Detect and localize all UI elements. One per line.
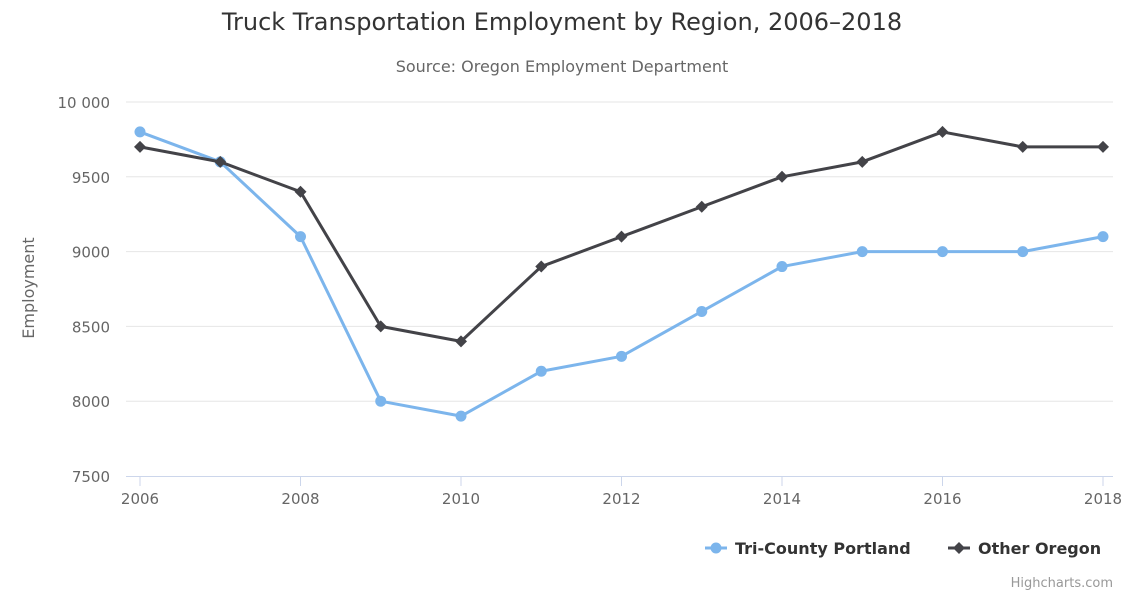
x-tick-label: 2014: [763, 490, 801, 508]
axes: 7500 8000 8500 9000 9500 10 000 2006 2008 2010 20…: [58, 94, 1123, 508]
data-point[interactable]: [375, 395, 387, 407]
legend-symbol-marker: [710, 542, 722, 554]
data-point[interactable]: [616, 350, 627, 362]
x-tick-label: 2016: [923, 490, 961, 508]
data-point[interactable]: [535, 365, 547, 377]
y-tick-label: 7500: [72, 468, 110, 486]
legend[interactable]: Tri-County Portland Other Oregon: [705, 539, 1101, 558]
legend-label: Tri-County Portland: [735, 539, 911, 558]
y-axis-title: Employment: [19, 237, 38, 338]
data-point[interactable]: [1097, 231, 1109, 243]
data-point[interactable]: [455, 410, 467, 422]
data-point[interactable]: [615, 230, 628, 243]
legend-label: Other Oregon: [978, 539, 1101, 558]
data-point[interactable]: [776, 261, 788, 273]
x-tick-label: 2006: [121, 490, 159, 508]
data-point[interactable]: [856, 155, 869, 168]
data-point[interactable]: [134, 126, 146, 138]
data-point[interactable]: [295, 231, 306, 243]
x-tick-label: 2008: [281, 490, 319, 508]
series-line[interactable]: [138, 130, 1105, 418]
data-point[interactable]: [1017, 246, 1029, 258]
data-point[interactable]: [535, 260, 548, 273]
data-point[interactable]: [1097, 140, 1109, 153]
series-other-oregon[interactable]: [134, 125, 1109, 348]
data-point[interactable]: [937, 246, 948, 258]
y-tick-label: 9000: [72, 244, 110, 262]
x-tick-label: 2018: [1084, 490, 1122, 508]
gridlines: [126, 101, 1113, 402]
data-point[interactable]: [214, 155, 227, 168]
data-point[interactable]: [374, 320, 387, 333]
y-tick-label: 9500: [72, 169, 110, 187]
data-point[interactable]: [696, 305, 708, 317]
data-point[interactable]: [856, 246, 868, 258]
data-point[interactable]: [294, 185, 307, 198]
legend-symbol-marker: [953, 542, 965, 554]
chart-subtitle: Source: Oregon Employment Department: [396, 57, 729, 76]
y-tick-label: 8000: [72, 393, 110, 411]
x-tick-label: 2012: [602, 490, 640, 508]
y-tick-label: 8500: [72, 318, 110, 336]
data-point[interactable]: [936, 125, 949, 138]
data-point[interactable]: [134, 140, 146, 153]
credits-link[interactable]: Highcharts.com: [1011, 576, 1113, 591]
data-point[interactable]: [455, 335, 467, 348]
chart-title: Truck Transportation Employment by Regio…: [221, 8, 902, 36]
series-group: [134, 125, 1109, 422]
x-tick-label: 2010: [442, 490, 480, 508]
legend-item-tri-county-portland[interactable]: Tri-County Portland: [705, 539, 911, 558]
series-tri-county-portland[interactable]: [134, 126, 1109, 422]
y-tick-label: 10 000: [58, 94, 111, 112]
data-point[interactable]: [695, 200, 708, 213]
data-point[interactable]: [1016, 140, 1029, 153]
data-point[interactable]: [776, 170, 788, 183]
legend-item-other-oregon[interactable]: Other Oregon: [948, 539, 1101, 558]
